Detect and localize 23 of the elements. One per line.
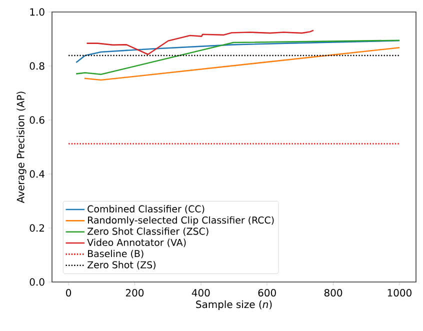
y-tick-label: 0.2	[30, 224, 44, 232]
x-tick-label: 800	[324, 288, 342, 297]
y-tick-label: 0.8	[30, 62, 44, 70]
y-tick-label: 0.0	[30, 278, 44, 286]
x-tick-label: 600	[258, 288, 276, 297]
x-tick-label: 200	[126, 288, 144, 297]
y-tick-label: 0.4	[30, 170, 44, 178]
y-tick-label: 0.6	[30, 116, 44, 124]
legend-label: Zero Shot Classifier (ZSC)	[88, 228, 208, 236]
line-series	[76, 40, 400, 76]
line-series	[76, 40, 400, 64]
x-axis-title: Sample size (n)	[196, 300, 272, 310]
line-series	[86, 30, 314, 56]
x-tick-label: 400	[192, 288, 210, 297]
x-tick-label: 0	[66, 288, 72, 297]
y-axis-title: Average Precision (AP)	[16, 92, 26, 204]
y-tick-label: 1.0	[30, 8, 44, 16]
x-tick-label: 1000	[388, 288, 412, 297]
legend-label: Zero Shot (ZS)	[88, 261, 156, 270]
legend-label: Video Annotator (VA)	[87, 238, 186, 248]
legend-label: Combined Classifier (CC)	[88, 205, 204, 214]
legend-label: Baseline (B)	[88, 250, 144, 258]
legend-label: Randomly-selected Clip Classifier (RCC)	[88, 216, 274, 226]
